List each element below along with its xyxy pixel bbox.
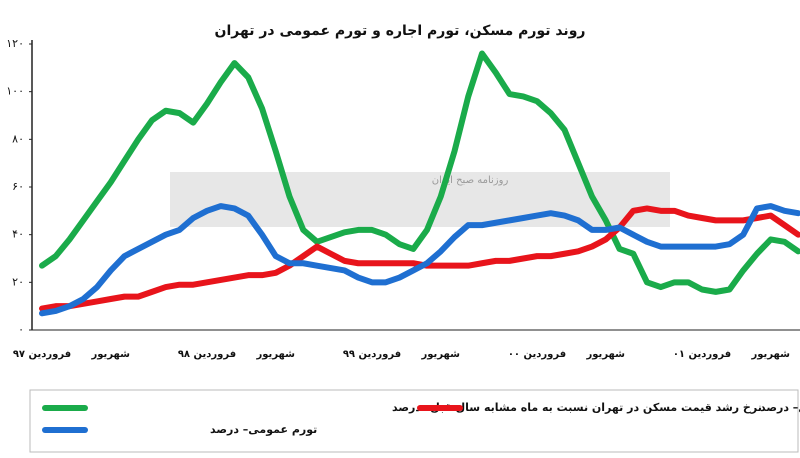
y-tick-label: ۰: [18, 323, 24, 336]
series-line: [39, 50, 800, 295]
x-tick-label: شهریور: [751, 349, 791, 360]
y-tick-label: ۲۰: [12, 275, 24, 288]
legend-label: نرخ رشد اجاره بها در تهران نسبت به ماه م…: [760, 401, 800, 414]
x-tick-label: فروردین ۹۷: [13, 349, 71, 360]
y-tick-label: ۶۰: [12, 180, 24, 193]
x-tick-label: فروردین ۹۸: [178, 349, 236, 360]
y-tick-label: ۸۰: [12, 132, 24, 145]
x-tick-label: فروردین ۰۰: [508, 349, 566, 360]
plot: [39, 50, 800, 317]
legend-box: [29, 389, 799, 453]
x-tick-label: شهریور: [586, 349, 626, 360]
x-tick-label: شهریور: [256, 349, 296, 360]
x-tick-label: فروردین ۹۹: [343, 349, 401, 360]
chart-title: روند تورم مسکن، تورم اجاره و تورم عمومی …: [215, 23, 586, 39]
x-tick-label: شهریور: [91, 349, 131, 360]
series-line: [39, 203, 800, 317]
watermark: روزنامه صبح ایران: [432, 175, 509, 186]
x-tick-label: شهریور: [421, 349, 461, 360]
legend-label: تورم عمومی– درصد: [210, 423, 317, 436]
x-tick-label: فروردین ۰۱: [673, 349, 731, 360]
y-tick-label: ۱۲۰: [6, 37, 24, 50]
legend-label: نرخ رشد قیمت مسکن در تهران نسبت به ماه م…: [392, 401, 762, 414]
y-tick-label: ۱۰۰: [6, 85, 24, 98]
y-tick-label: ۴۰: [12, 228, 24, 241]
